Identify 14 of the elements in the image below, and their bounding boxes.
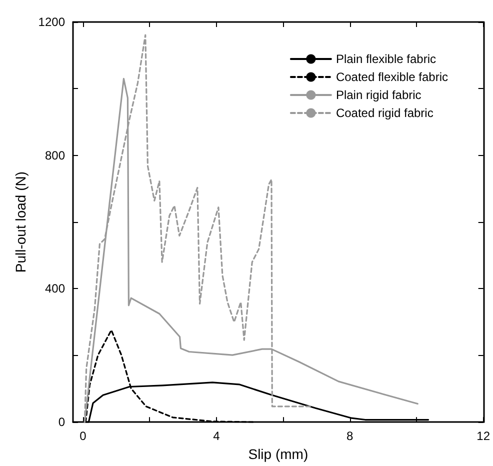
y-tick-label: 400 bbox=[44, 282, 66, 296]
x-tick-label: 4 bbox=[213, 429, 220, 444]
x-tick-label: 0 bbox=[80, 429, 87, 444]
y-tick-label: 0 bbox=[58, 415, 66, 430]
legend-label: Coated flexible fabric bbox=[336, 70, 448, 84]
legend-label: Plain rigid fabric bbox=[336, 88, 422, 102]
x-tick-label: 12 bbox=[476, 429, 490, 444]
y-axis-title: Pull-out load (N) bbox=[12, 171, 28, 273]
x-tick-label: 8 bbox=[346, 429, 354, 444]
x-axis-title: Slip (mm) bbox=[248, 446, 308, 462]
y-tick-label: 1200 bbox=[38, 15, 66, 29]
legend-label: Plain flexible fabric bbox=[336, 52, 436, 66]
y-tick-label: 800 bbox=[44, 148, 66, 162]
legend-label: Coated rigid fabric bbox=[336, 106, 434, 120]
